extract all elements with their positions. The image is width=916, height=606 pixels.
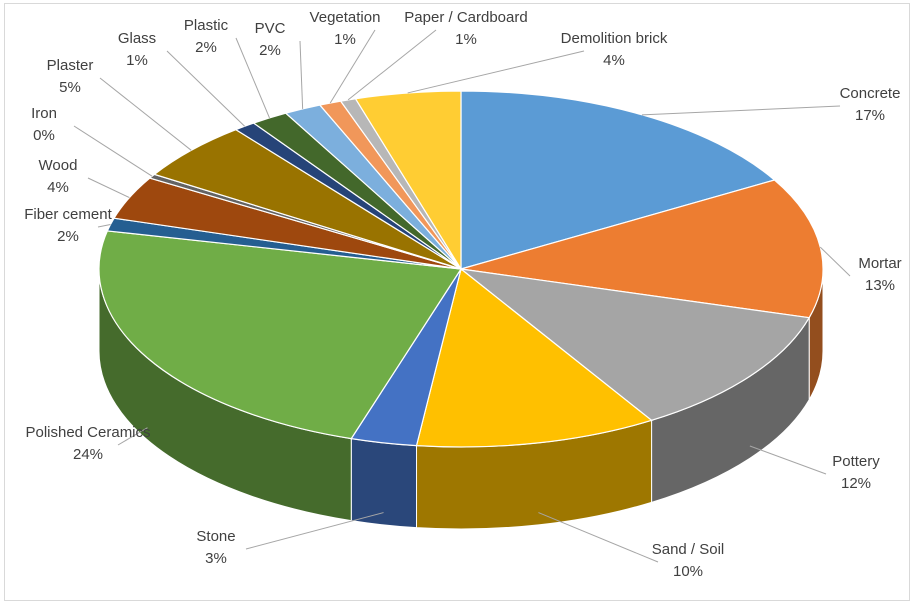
pie-side-walls	[98, 268, 824, 530]
pie-slice-concrete	[460, 90, 776, 270]
data-label-percent: 1%	[334, 31, 356, 48]
data-label-name: Concrete	[840, 85, 901, 102]
leader-line	[97, 224, 111, 228]
data-labels: Concrete 17% Mortar 13% Pottery 12% Sand / Soi…	[24, 9, 901, 580]
data-label-percent: 3%	[205, 550, 227, 567]
data-label-percent: 13%	[865, 277, 895, 294]
leader-line	[235, 37, 270, 119]
data-label-name: Glass	[118, 30, 156, 47]
data-label-name: Wood	[39, 157, 78, 174]
data-label-percent: 17%	[855, 107, 885, 124]
data-label-percent: 2%	[195, 39, 217, 56]
leader-line	[166, 50, 245, 127]
data-label-name: PVC	[255, 20, 286, 37]
leader-line	[407, 50, 585, 94]
leader-line	[99, 77, 192, 151]
leader-line	[329, 29, 376, 104]
data-label-percent: 12%	[841, 475, 871, 492]
pie-slice-polished-ceramics	[98, 230, 463, 440]
pie-slice-sand-soil	[415, 267, 653, 448]
leader-line	[641, 105, 841, 116]
leader-line	[245, 512, 384, 550]
data-label-name: Stone	[196, 528, 235, 545]
data-label-percent: 1%	[455, 31, 477, 48]
leader-line	[819, 246, 851, 277]
data-label-percent: 4%	[47, 179, 69, 196]
leader-lines	[73, 29, 851, 563]
data-label-name: Plastic	[184, 17, 229, 34]
pie-side-stone	[350, 438, 418, 529]
leader-line	[749, 445, 827, 475]
data-label-percent: 10%	[673, 563, 703, 580]
data-label-name: Vegetation	[310, 9, 381, 26]
data-label-percent: 1%	[126, 52, 148, 69]
data-label-percent: 5%	[59, 79, 81, 96]
data-label-percent: 0%	[33, 127, 55, 144]
data-label-percent: 24%	[73, 446, 103, 463]
data-label-name: Polished Ceramics	[25, 424, 150, 441]
data-label-name: Pottery	[832, 453, 880, 470]
data-label-name: Demolition brick	[561, 30, 668, 47]
pie-slice-pottery	[458, 268, 811, 422]
leader-line	[87, 177, 130, 199]
leader-line	[347, 29, 437, 101]
leader-line	[299, 40, 304, 109]
data-label-name: Iron	[31, 105, 57, 122]
data-label-name: Mortar	[858, 255, 901, 272]
data-label-name: Plaster	[47, 57, 94, 74]
pie-slice-mortar	[460, 179, 824, 319]
data-label-percent: 2%	[57, 228, 79, 245]
data-label-name: Fiber cement	[24, 206, 112, 223]
pie-top-faces	[98, 90, 824, 448]
leader-line	[117, 427, 148, 446]
leader-line	[73, 125, 153, 177]
data-label-percent: 4%	[603, 52, 625, 69]
data-label-percent: 2%	[259, 42, 281, 59]
data-label-name: Sand / Soil	[652, 541, 725, 558]
leader-line	[538, 512, 659, 563]
data-label-name: Paper / Cardboard	[404, 9, 527, 26]
